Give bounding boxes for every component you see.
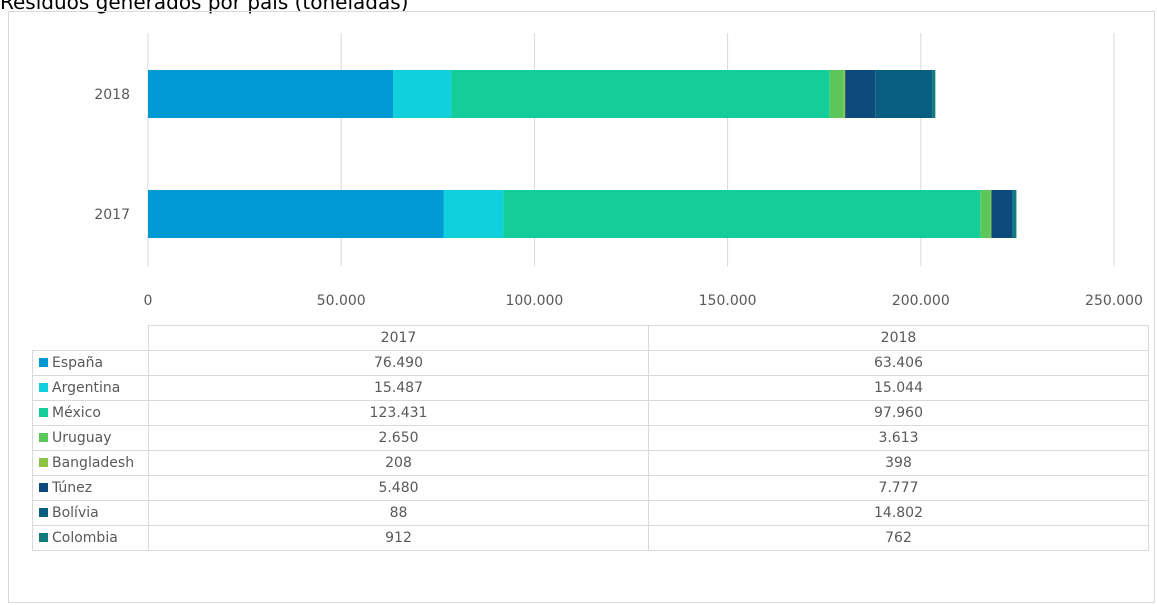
bar-colombia-2017 [1012,190,1017,238]
table-row: Uruguay 2.650 3.613 [32,425,1149,451]
legend-entry: Colombia [32,525,149,551]
table-row: Túnez 5.480 7.777 [32,475,1149,501]
data-label: 762 [648,525,1149,551]
data-label: 912 [148,525,649,551]
legend-key [39,358,48,367]
data-label: 208 [148,450,649,476]
legend-entry: Túnez [32,475,149,501]
table-row: México 123.431 97.960 [32,400,1149,426]
data-label: 88 [148,500,649,526]
legend-entry: Uruguay [32,425,149,451]
x-tick-label: 200.000 [892,293,950,309]
data-label: 2.650 [148,425,649,451]
chart-area [8,11,1155,603]
data-label: 398 [648,450,1149,476]
legend-label: Bolívia [52,505,99,521]
bar-bolivia-2018 [875,70,933,118]
x-tick-label: 100.000 [505,293,563,309]
table-row: Bangladesh 208 398 [32,450,1149,476]
bar-bangladesh-2017 [990,190,992,238]
data-label: 15.487 [148,375,649,401]
chart-title: Residuos generados por país (toneladas) [0,0,409,14]
column-header-2018: 2018 [648,325,1149,351]
table-row: Colombia 912 762 [32,525,1149,551]
x-tick-label: 250.000 [1085,293,1143,309]
data-label: 63.406 [648,350,1149,376]
legend-label: España [52,355,104,371]
data-label: 15.044 [648,375,1149,401]
data-table-corner [32,325,149,351]
data-label: 97.960 [648,400,1149,426]
bar-colombia-2018 [932,70,936,118]
x-tick-label: 0 [144,293,153,309]
table-row: Argentina 15.487 15.044 [32,375,1149,401]
bar-argentina-2018 [393,70,452,118]
bar-tunez-2018 [845,70,876,118]
data-label: 76.490 [148,350,649,376]
legend-entry: España [32,350,149,376]
legend-label: Uruguay [52,430,112,446]
legend-label: Bangladesh [52,455,135,471]
x-tick-label: 150.000 [699,293,757,309]
data-label: 3.613 [648,425,1149,451]
data-label: 7.777 [648,475,1149,501]
y-category-label: 2017 [94,207,130,223]
bar-mexico-2018 [451,70,830,118]
legend-key [39,408,48,417]
legend-label: Argentina [52,380,121,396]
legend-label: México [52,405,101,421]
legend-entry: Bangladesh [32,450,149,476]
legend-key [39,533,48,542]
x-tick-label: 50.000 [317,293,366,309]
bar-espana-2017 [148,190,444,238]
bar-tunez-2017 [991,190,1013,238]
y-category-label: 2018 [94,87,130,103]
legend-entry: México [32,400,149,426]
legend-key [39,383,48,392]
bar-bangladesh-2018 [843,70,846,118]
legend-key [39,458,48,467]
legend-key [39,483,48,492]
bar-uruguay-2017 [980,190,991,238]
column-header-2017: 2017 [148,325,649,351]
legend-label: Túnez [52,480,93,496]
legend-key [39,433,48,442]
legend-key [39,508,48,517]
bar-mexico-2017 [503,190,981,238]
bar-espana-2018 [148,70,394,118]
data-label: 123.431 [148,400,649,426]
legend-label: Colombia [52,530,118,546]
bar-uruguay-2018 [829,70,844,118]
legend-entry: Argentina [32,375,149,401]
data-label: 5.480 [148,475,649,501]
data-label: 14.802 [648,500,1149,526]
legend-entry: Bolívia [32,500,149,526]
data-table: 2017 2018 España 76.490 63.406 Argentina 15.… [32,325,1149,551]
table-row: España 76.490 63.406 [32,350,1149,376]
bar-argentina-2017 [443,190,504,238]
data-table-header: 2017 2018 [32,325,1149,351]
table-row: Bolívia 88 14.802 [32,500,1149,526]
